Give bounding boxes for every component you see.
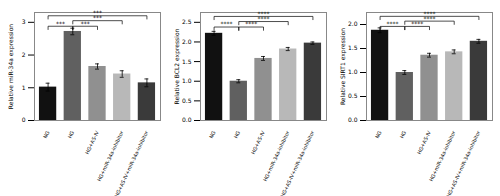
svg-text:***: ***	[93, 9, 102, 16]
svg-text:HG+AS-IV: HG+AS-IV	[416, 129, 432, 155]
svg-text:HG: HG	[398, 130, 407, 140]
svg-text:1: 1	[22, 84, 26, 91]
svg-text:****: ****	[258, 10, 270, 17]
svg-text:NG: NG	[42, 130, 51, 140]
svg-text:HG+miR-34a-inhibitor: HG+miR-34a-inhibitor	[96, 129, 125, 182]
svg-text:HG+miR-34a-inhibitor: HG+miR-34a-inhibitor	[262, 129, 291, 182]
svg-text:2.5: 2.5	[182, 18, 192, 25]
svg-text:1.0: 1.0	[182, 77, 192, 84]
svg-text:1.0: 1.0	[348, 68, 358, 75]
svg-text:HG: HG	[66, 130, 75, 140]
svg-text:HG: HG	[232, 130, 241, 140]
svg-text:Relative SIRT1 expression: Relative SIRT1 expression	[339, 28, 347, 105]
svg-text:3: 3	[22, 18, 26, 25]
svg-text:1.5: 1.5	[182, 58, 192, 65]
svg-text:***: ***	[56, 20, 65, 27]
svg-text:****: ****	[220, 20, 232, 27]
svg-text:****: ****	[411, 20, 423, 27]
svg-text:2.0: 2.0	[348, 20, 358, 27]
svg-text:HG+AS-IV+miR-34a-inhibitor: HG+AS-IV+miR-34a-inhibitor	[445, 129, 482, 196]
svg-text:2: 2	[22, 51, 26, 58]
svg-text:HG+AS-IV: HG+AS-IV	[84, 129, 100, 155]
svg-text:0.0: 0.0	[182, 116, 192, 123]
svg-text:2.0: 2.0	[182, 38, 192, 45]
svg-text:Relative miR-34a expression: Relative miR-34a expression	[7, 24, 15, 109]
svg-text:1.5: 1.5	[348, 44, 358, 51]
svg-text:****: ****	[386, 20, 398, 27]
svg-text:NG: NG	[374, 130, 383, 140]
svg-text:HG+AS-IV+miR-34a-inhibitor: HG+AS-IV+miR-34a-inhibitor	[113, 129, 150, 196]
svg-text:***: ***	[81, 20, 90, 27]
svg-text:0.5: 0.5	[348, 92, 358, 99]
svg-text:0.5: 0.5	[182, 97, 192, 104]
svg-text:HG+AS-IV: HG+AS-IV	[250, 129, 266, 155]
svg-text:****: ****	[245, 20, 257, 27]
svg-text:0.0: 0.0	[348, 116, 358, 123]
svg-text:0: 0	[22, 116, 26, 123]
svg-text:HG+miR-34a-inhibitor: HG+miR-34a-inhibitor	[428, 129, 457, 182]
svg-text:HG+AS-IV+miR-34a-inhibitor: HG+AS-IV+miR-34a-inhibitor	[279, 129, 316, 196]
svg-text:****: ****	[424, 10, 436, 17]
svg-text:NG: NG	[208, 130, 217, 140]
svg-text:Relative BCL2 expression: Relative BCL2 expression	[173, 28, 181, 104]
